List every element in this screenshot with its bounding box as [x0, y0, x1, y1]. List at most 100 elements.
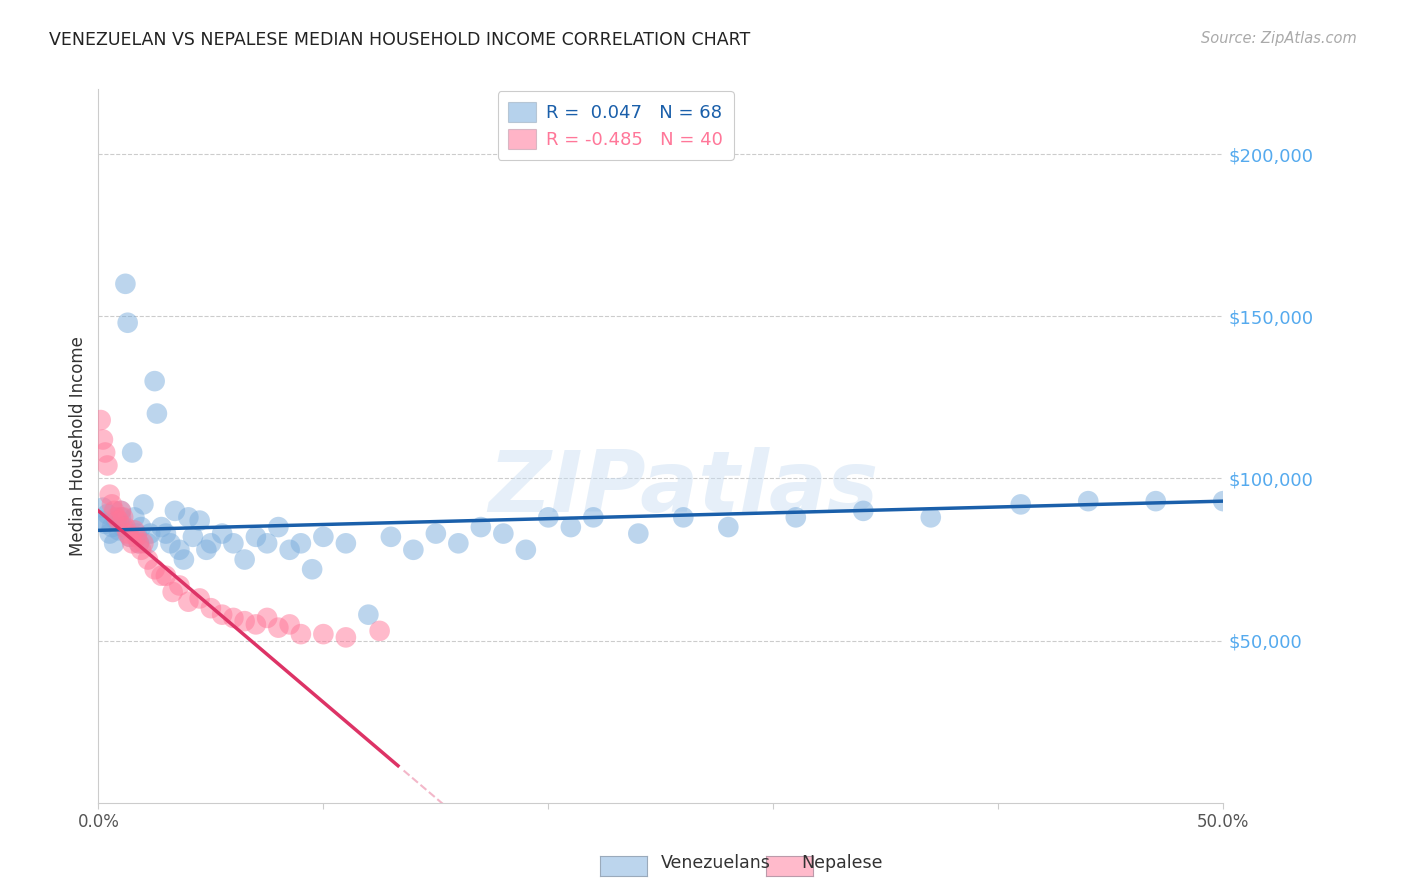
Point: [1144, 494, 1167, 508]
Point: [91, 500, 114, 515]
Point: [98, 488, 121, 502]
Point: [112, 510, 135, 524]
Point: [124, 524, 146, 538]
Point: [200, 601, 222, 615]
Point: [290, 627, 312, 641]
Point: [267, 520, 290, 534]
Point: [118, 530, 141, 544]
Point: [110, 504, 132, 518]
Point: [312, 530, 335, 544]
Point: [103, 504, 125, 518]
Text: Source: ZipAtlas.com: Source: ZipAtlas.com: [1201, 31, 1357, 46]
Point: [128, 536, 150, 550]
Point: [195, 542, 218, 557]
Point: [785, 510, 807, 524]
Text: Venezuelans: Venezuelans: [661, 855, 770, 872]
Point: [117, 316, 139, 330]
Point: [188, 591, 211, 606]
Point: [290, 536, 312, 550]
Point: [402, 542, 425, 557]
Point: [94, 445, 117, 459]
Point: [233, 614, 256, 628]
Point: [1212, 494, 1234, 508]
Point: [118, 530, 141, 544]
Point: [125, 526, 148, 541]
Point: [91, 433, 114, 447]
Point: [717, 520, 740, 534]
Point: [222, 611, 245, 625]
Point: [368, 624, 391, 638]
Point: [110, 510, 132, 524]
Point: [920, 510, 942, 524]
Point: [155, 526, 177, 541]
Point: [211, 607, 233, 622]
Point: [105, 510, 128, 524]
Point: [96, 458, 118, 473]
Point: [128, 536, 150, 550]
Point: [107, 524, 129, 538]
Y-axis label: Median Household Income: Median Household Income: [69, 336, 87, 556]
Point: [132, 497, 155, 511]
Point: [150, 520, 173, 534]
Point: [1077, 494, 1099, 508]
Point: [163, 504, 186, 518]
Point: [110, 504, 132, 518]
Point: [90, 413, 112, 427]
Point: [114, 277, 136, 291]
Point: [107, 514, 129, 528]
Point: [380, 530, 402, 544]
Point: [278, 542, 301, 557]
Point: [143, 374, 166, 388]
Point: [90, 514, 112, 528]
Point: [101, 497, 124, 511]
Point: [136, 552, 159, 566]
Point: [256, 536, 278, 550]
Point: [94, 516, 117, 531]
Point: [425, 526, 447, 541]
Point: [121, 445, 143, 459]
Point: [447, 536, 470, 550]
Point: [357, 607, 380, 622]
Point: [139, 526, 162, 541]
Point: [335, 536, 357, 550]
Point: [852, 504, 875, 518]
Point: [159, 536, 181, 550]
Point: [278, 617, 301, 632]
Point: [121, 536, 143, 550]
Point: [96, 507, 118, 521]
Point: [169, 542, 191, 557]
Point: [143, 562, 166, 576]
Point: [162, 585, 184, 599]
Point: [101, 520, 124, 534]
Point: [177, 595, 200, 609]
Point: [267, 621, 290, 635]
Point: [146, 407, 169, 421]
Point: [129, 520, 152, 534]
Text: Nepalese: Nepalese: [801, 855, 883, 872]
Text: ZIPatlas: ZIPatlas: [488, 447, 879, 531]
Point: [188, 514, 211, 528]
Point: [537, 510, 560, 524]
Point: [200, 536, 222, 550]
Point: [105, 514, 128, 528]
Point: [222, 536, 245, 550]
Point: [136, 536, 159, 550]
Point: [169, 578, 191, 592]
Point: [155, 568, 177, 582]
Point: [177, 510, 200, 524]
Point: [256, 611, 278, 625]
Point: [301, 562, 323, 576]
Point: [233, 552, 256, 566]
Point: [245, 530, 267, 544]
Point: [211, 526, 233, 541]
Point: [560, 520, 582, 534]
Point: [245, 617, 267, 632]
Point: [312, 627, 335, 641]
Point: [672, 510, 695, 524]
Point: [335, 631, 357, 645]
Point: [181, 530, 204, 544]
Point: [150, 568, 173, 582]
Point: [112, 520, 135, 534]
Legend: R =  0.047   N = 68, R = -0.485   N = 40: R = 0.047 N = 68, R = -0.485 N = 40: [498, 91, 734, 160]
Point: [124, 510, 146, 524]
